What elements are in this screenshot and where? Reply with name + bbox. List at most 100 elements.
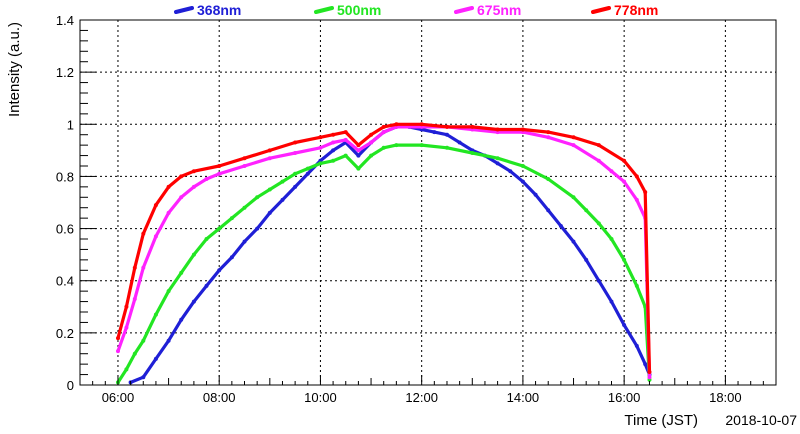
data-point-500nm [419, 143, 424, 148]
data-point-368nm [622, 323, 627, 327]
x-tick-label: 16:00 [608, 390, 641, 405]
data-point-500nm [445, 145, 449, 150]
data-point-368nm [634, 343, 639, 348]
data-point-500nm [634, 283, 639, 288]
data-point-368nm [520, 179, 525, 184]
data-point-368nm [229, 255, 234, 260]
y-tick-label: 0.2 [56, 326, 74, 341]
data-point-368nm [242, 239, 247, 244]
data-point-675nm [647, 375, 652, 380]
data-point-368nm [255, 226, 260, 231]
data-point-675nm [381, 130, 386, 135]
data-point-500nm [495, 156, 500, 161]
data-point-778nm [643, 190, 648, 195]
data-point-500nm [242, 205, 247, 210]
data-point-368nm [533, 192, 538, 197]
data-point-368nm [596, 278, 601, 283]
data-point-500nm [280, 179, 285, 184]
data-point-675nm [609, 169, 614, 174]
y-tick-label: 1.4 [56, 13, 74, 28]
data-point-500nm [470, 151, 475, 155]
y-tick-label: 0 [67, 378, 74, 393]
data-point-368nm [331, 148, 336, 153]
data-point-675nm [116, 349, 120, 354]
series-line-500nm [116, 143, 652, 384]
data-point-778nm [647, 370, 652, 374]
data-point-675nm [596, 158, 601, 163]
legend-label-778nm: 778nm [614, 2, 658, 18]
x-tick-label: 14:00 [507, 390, 540, 405]
data-point-368nm [153, 356, 158, 361]
data-point-500nm [191, 252, 196, 257]
data-point-675nm [331, 140, 336, 145]
axis-ticks [79, 19, 777, 386]
data-point-500nm [255, 195, 260, 200]
data-point-778nm [343, 130, 348, 135]
data-point-500nm [369, 153, 374, 158]
y-axis-title: Intensity (a.u.) [6, 22, 23, 117]
data-point-778nm [356, 143, 361, 148]
data-point-675nm [356, 148, 361, 153]
data-point-778nm [470, 124, 475, 129]
y-tick-label: 0.8 [56, 169, 74, 184]
data-point-368nm [457, 140, 462, 145]
legend-label-368nm: 368nm [197, 2, 241, 18]
plot-frame [79, 19, 777, 386]
x-tick-label: 18:00 [709, 390, 742, 405]
data-point-778nm [242, 156, 247, 161]
data-point-778nm [166, 184, 171, 189]
data-point-675nm [141, 265, 146, 270]
data-point-368nm [191, 299, 196, 304]
data-point-675nm [242, 164, 247, 168]
x-tick-label: 06:00 [102, 390, 135, 405]
data-point-500nm [305, 166, 310, 171]
data-point-675nm [132, 297, 137, 301]
data-point-778nm [191, 169, 196, 174]
data-point-778nm [217, 164, 222, 168]
data-point-500nm [622, 257, 627, 262]
data-point-368nm [546, 208, 551, 213]
data-point-500nm [381, 145, 386, 150]
data-point-500nm [318, 161, 323, 166]
data-point-368nm [571, 239, 576, 244]
data-point-778nm [153, 203, 158, 208]
data-point-500nm [596, 221, 601, 226]
data-point-500nm [343, 153, 348, 158]
data-point-778nm [634, 174, 639, 179]
x-tick-label: 08:00 [203, 390, 236, 405]
data-point-500nm [546, 177, 551, 181]
data-point-500nm [132, 351, 137, 356]
data-point-675nm [571, 143, 576, 148]
legend-label-675nm: 675nm [477, 2, 521, 18]
data-point-675nm [166, 210, 171, 215]
data-point-500nm [267, 187, 272, 192]
data-point-500nm [394, 143, 399, 148]
data-point-500nm [153, 312, 158, 317]
data-point-778nm [124, 304, 129, 309]
data-point-368nm [204, 283, 209, 288]
data-points [116, 122, 652, 385]
data-point-778nm [369, 132, 374, 137]
data-point-675nm [179, 195, 184, 200]
data-point-675nm [318, 145, 323, 150]
data-point-368nm [495, 161, 500, 166]
data-point-675nm [369, 140, 374, 145]
data-point-368nm [584, 257, 589, 262]
data-point-500nm [217, 226, 222, 231]
date-label: 2018-10-07 [725, 412, 797, 428]
data-point-368nm [217, 268, 222, 273]
data-point-500nm [584, 208, 589, 213]
data-point-368nm [293, 184, 298, 189]
y-tick-label: 0.6 [56, 222, 74, 237]
data-point-368nm [643, 362, 648, 367]
data-point-500nm [204, 237, 209, 241]
data-point-675nm [343, 137, 348, 142]
data-point-675nm [634, 197, 639, 202]
data-point-675nm [293, 151, 298, 155]
x-tick-label: 12:00 [405, 390, 438, 405]
axis-tick-labels: 06:00 08:00 10:00 12:00 14:00 16:00 18:00 0 0.2 0… [56, 13, 742, 405]
data-point-778nm [596, 143, 601, 148]
data-point-500nm [356, 166, 361, 171]
data-point-675nm [153, 234, 158, 239]
